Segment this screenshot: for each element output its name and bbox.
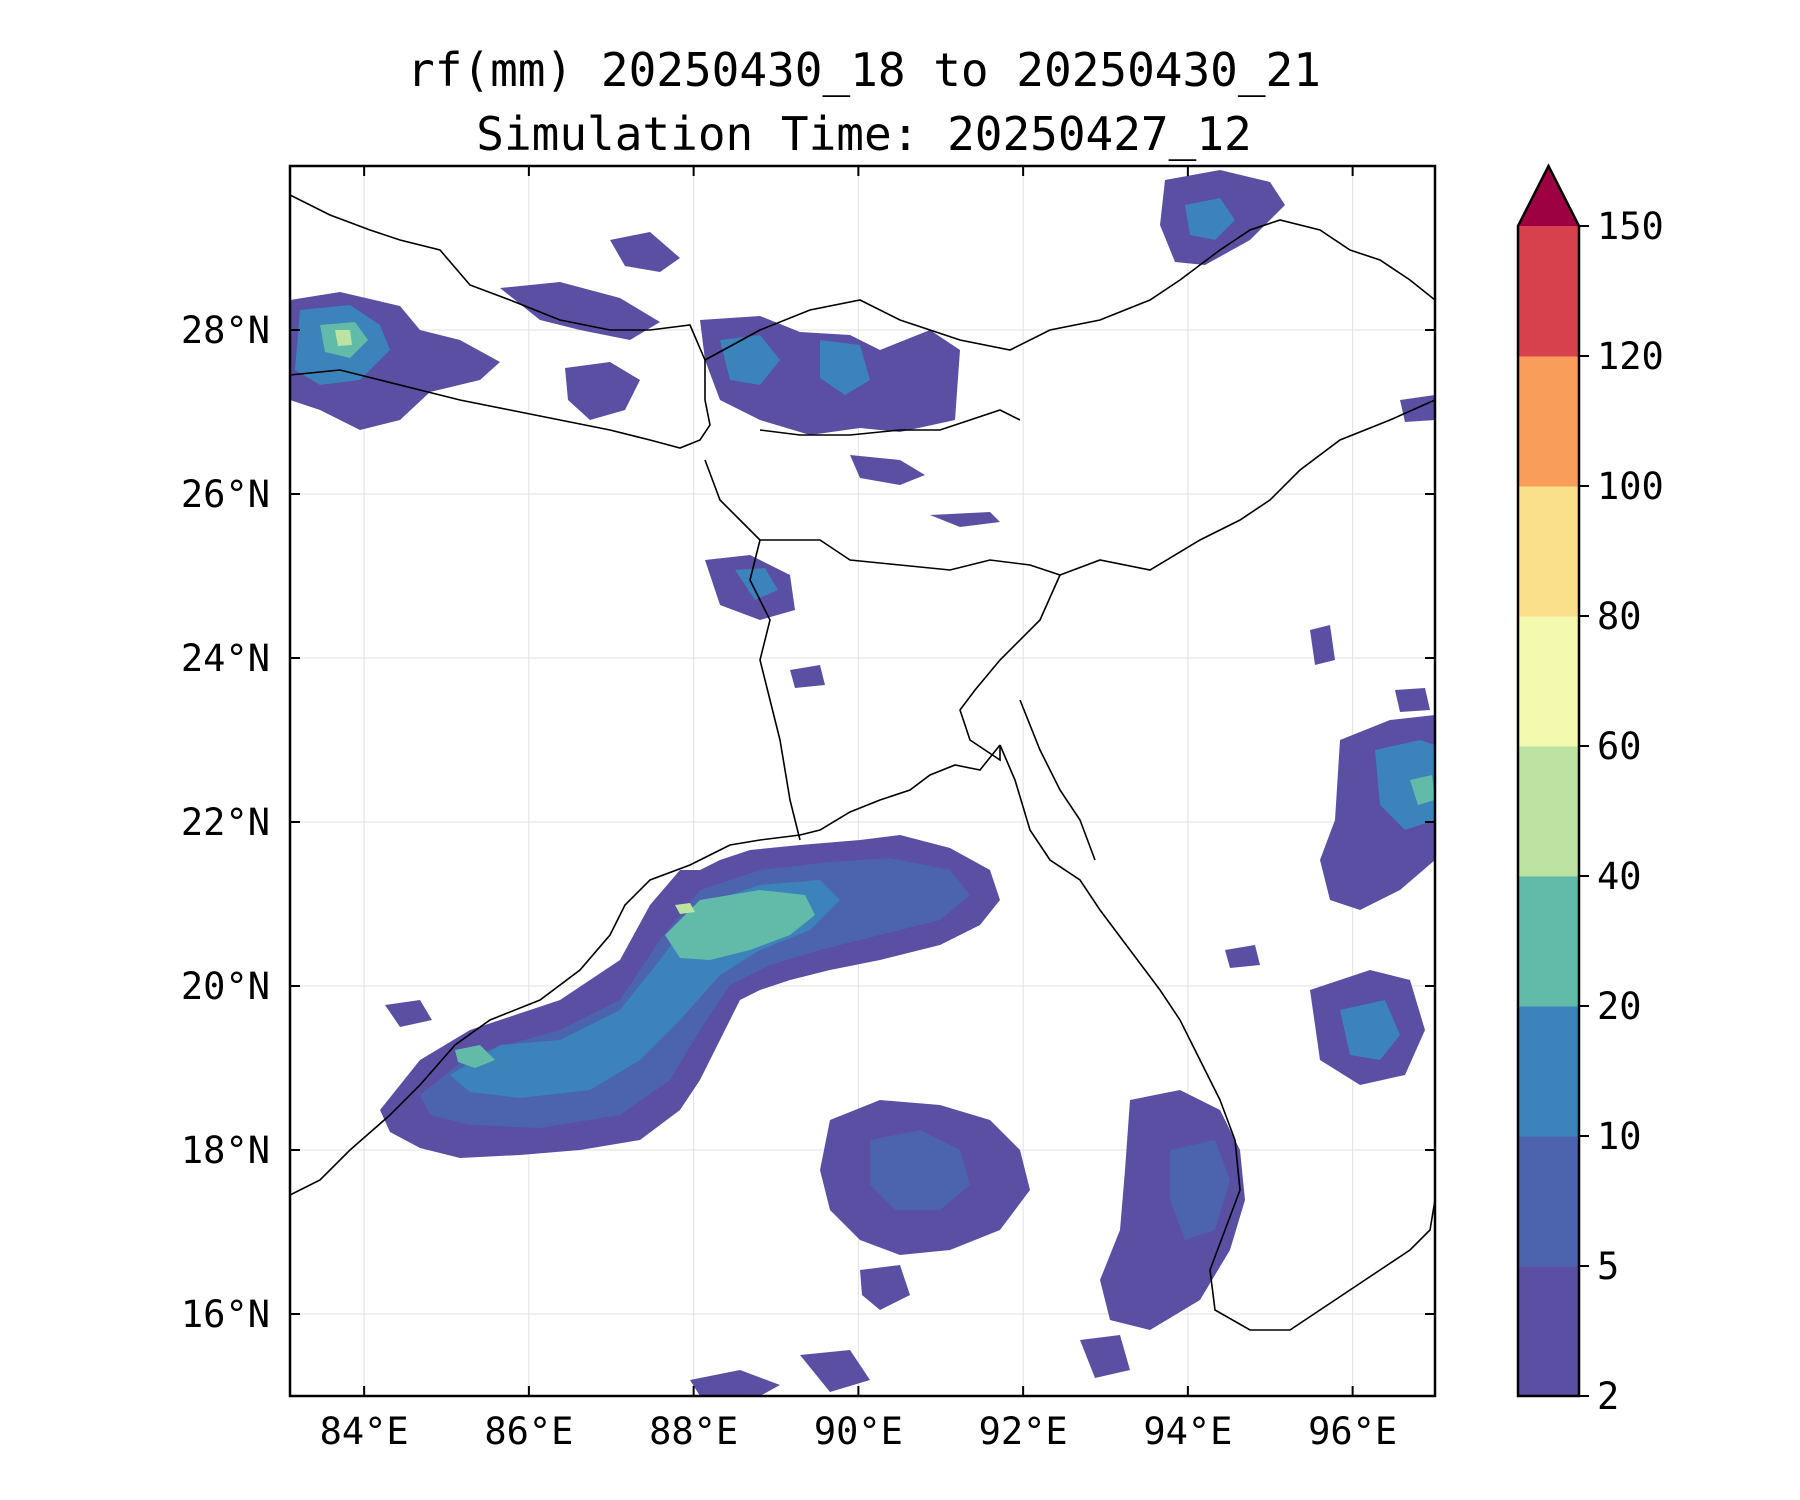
- colorbar-segment: [1518, 1136, 1579, 1267]
- y-tick-label: 22°N: [181, 801, 270, 844]
- rain-region-himalaya-4: [610, 232, 680, 272]
- border-bangladesh-east: [959, 574, 1061, 762]
- rain-cell-bengal-core: [735, 568, 778, 600]
- border-bangladesh-north: [760, 539, 1061, 576]
- y-tick-label: 26°N: [181, 473, 270, 516]
- y-tick-label: 20°N: [181, 965, 270, 1008]
- axis-ticks: 84°E 86°E 88°E 90°E 92°E 94°E 96°E 16°N 18°N 20°N…: [181, 166, 1435, 1453]
- colorbar-tick-label: 2: [1597, 1375, 1619, 1418]
- colorbar-segment: [1518, 876, 1579, 1007]
- rain-region-himalaya-5: [565, 362, 640, 420]
- rain-region-east-2-core: [1340, 1000, 1400, 1060]
- y-tick-label: 28°N: [181, 309, 270, 352]
- map-axes: 84°E 86°E 88°E 90°E 92°E 94°E 96°E 16°N 18°N 20°N…: [181, 164, 1437, 1453]
- rain-region-himalaya-2-core: [720, 335, 780, 385]
- coastlines-borders: [290, 194, 1435, 1331]
- colorbar-tick-label: 150: [1597, 205, 1664, 248]
- rain-cell-east-6: [1225, 945, 1260, 968]
- x-tick-label: 94°E: [1143, 1410, 1232, 1453]
- rain-region-nw-max: [335, 330, 352, 346]
- colorbar-outline: [1516, 163, 1581, 1398]
- rain-region-bay-band-60: [675, 903, 695, 914]
- y-tick-label: 24°N: [181, 637, 270, 680]
- title-line-2: Simulation Time: 20250427_12: [476, 107, 1252, 161]
- x-tick-label: 84°E: [320, 1410, 409, 1453]
- rain-cell-bottom-1: [690, 1370, 780, 1396]
- y-tick-label: 18°N: [181, 1129, 270, 1172]
- title-line-1: rf(mm) 20250430_18 to 20250430_21: [407, 43, 1321, 97]
- rainfall-fields: [290, 170, 1435, 1396]
- x-tick-label: 86°E: [484, 1410, 573, 1453]
- border-nepal-north: [290, 194, 706, 400]
- coastline-east-india: [290, 744, 1001, 1196]
- map-frame: [288, 164, 1437, 1398]
- rain-region-himalaya-3: [820, 340, 870, 395]
- colorbar-tick-label: 5: [1597, 1245, 1619, 1288]
- rain-cell-meghalaya: [850, 455, 925, 485]
- border-bhutan-south: [759, 409, 1021, 436]
- rain-cell-central-bay-2: [860, 1265, 910, 1310]
- rain-cell-north-3: [790, 665, 825, 688]
- colorbar-segment: [1518, 356, 1579, 487]
- rain-region-bay-band-40: [665, 890, 815, 960]
- colorbar-segment: [1518, 226, 1579, 357]
- rain-cell-east-4: [1395, 688, 1430, 712]
- rain-region-ne-core: [1185, 198, 1235, 240]
- x-tick-label: 90°E: [814, 1410, 903, 1453]
- border-india-myanmar: [1059, 399, 1435, 576]
- colorbar-tick-label: 10: [1597, 1115, 1642, 1158]
- rain-region-east-1-peak: [1410, 775, 1435, 805]
- rain-cell-north-2: [930, 512, 1000, 527]
- coastline-myanmar: [999, 744, 1435, 1331]
- colorbar-tick-label: 60: [1597, 725, 1642, 768]
- rain-cell-bottom-3: [1080, 1335, 1130, 1378]
- border-bangladesh-west: [704, 459, 801, 841]
- rain-region-bay-band-40b: [455, 1045, 495, 1068]
- colorbar-tick-label: 80: [1597, 595, 1642, 638]
- rain-cell-east-3: [1310, 625, 1335, 665]
- border-bhutan-north: [704, 219, 1435, 361]
- x-tick-label: 96°E: [1308, 1410, 1397, 1453]
- colorbar-segment: [1518, 1266, 1579, 1397]
- x-tick-label: 88°E: [649, 1410, 738, 1453]
- colorbar-segment: [1518, 1006, 1579, 1137]
- colorbar: 2 5 10 20 40 60 80 100 120 150: [1516, 163, 1664, 1418]
- colorbar-tick-label: 100: [1597, 465, 1664, 508]
- y-tick-label: 16°N: [181, 1293, 270, 1336]
- colorbar-segment: [1518, 616, 1579, 747]
- colorbar-tick-label: 20: [1597, 985, 1642, 1028]
- colorbar-extend-arrow: [1518, 166, 1579, 226]
- x-tick-label: 92°E: [979, 1410, 1068, 1453]
- rain-cell-bottom-2: [800, 1350, 870, 1392]
- colorbar-tick-label: 40: [1597, 855, 1642, 898]
- rain-region-central-bay-core: [870, 1130, 970, 1210]
- border-nepal-india-south: [290, 369, 711, 449]
- rain-region-arakan-core: [1170, 1140, 1230, 1240]
- figure-title: rf(mm) 20250430_18 to 20250430_21 Simula…: [288, 38, 1440, 166]
- rain-region-himalaya-1: [500, 282, 660, 340]
- colorbar-tick-label: 120: [1597, 335, 1664, 378]
- border-myanmar-mizoram: [1019, 699, 1096, 861]
- rain-region-east-1-core: [1375, 740, 1435, 830]
- rain-cell-west-small: [385, 1000, 432, 1027]
- colorbar-segment: [1518, 486, 1579, 617]
- colorbar-segment: [1518, 746, 1579, 877]
